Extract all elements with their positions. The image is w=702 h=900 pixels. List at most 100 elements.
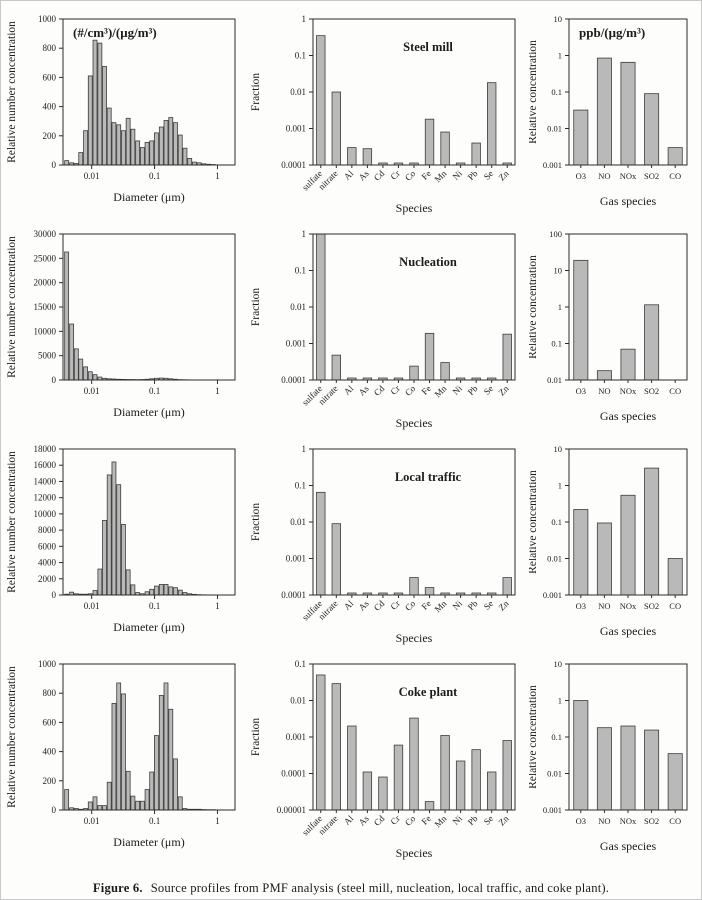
plot-title: Local traffic	[395, 470, 462, 484]
x-tick-label: Cd	[372, 383, 387, 398]
bar	[596, 522, 612, 596]
y-tick-label: 10000	[34, 326, 57, 336]
bar	[106, 474, 112, 596]
plot-frame	[62, 448, 236, 596]
bar	[455, 760, 466, 811]
x-tick-label: CO	[669, 386, 681, 396]
bar	[158, 584, 164, 596]
x-tick-label: Zn	[497, 168, 511, 182]
bar	[83, 130, 88, 166]
y-tick-label: 800	[43, 43, 57, 53]
y-tick-label: 0.01	[547, 769, 562, 779]
y-tick-label: 0.01	[547, 124, 562, 134]
bar	[64, 160, 70, 166]
bar	[316, 233, 326, 381]
x-tick-label: Fe	[420, 813, 433, 826]
x-tick-label: 0.01	[84, 816, 100, 826]
bar	[331, 354, 341, 381]
bar	[362, 771, 373, 811]
y-axis-label: Relative number concentration	[6, 666, 18, 808]
x-tick-label: NO	[598, 816, 610, 826]
bar	[502, 740, 512, 811]
y-tick-label: 0.0001	[281, 769, 306, 779]
x-tick-label: NO	[598, 601, 610, 611]
y-tick-label: 600	[43, 717, 57, 727]
x-tick-label: 1	[215, 386, 220, 396]
x-tick-label: NOx	[620, 386, 637, 396]
bar	[135, 140, 141, 166]
y-tick-label: 10	[554, 659, 563, 669]
plot-title: Coke plant	[399, 685, 459, 699]
bar	[69, 323, 75, 381]
bar	[130, 795, 136, 811]
x-tick-label: NO	[598, 386, 610, 396]
x-tick-label: Ni	[451, 598, 465, 612]
y-tick-label: 0.01	[547, 554, 562, 564]
x-tick-label: Pb	[466, 598, 480, 612]
x-tick-label: 0.1	[149, 171, 160, 181]
x-tick-label: SO2	[644, 816, 659, 826]
bar	[596, 370, 612, 381]
y-tick-label: 16000	[34, 460, 57, 470]
x-tick-label: Co	[403, 813, 418, 828]
x-tick-label: Pb	[466, 813, 480, 827]
x-tick-label: Mn	[433, 168, 449, 184]
y-tick-label: 0.1	[295, 481, 306, 491]
y-tick-label: 0.01	[290, 696, 306, 706]
bar	[121, 524, 126, 596]
y-tick-label: 0.001	[286, 732, 306, 742]
y-tick-label: 400	[43, 747, 57, 757]
x-axis-label: Gas species	[600, 839, 657, 853]
bar	[97, 568, 103, 596]
bar	[102, 66, 107, 166]
x-axis-label: Gas species	[600, 409, 657, 423]
bar	[78, 152, 84, 166]
bar	[173, 122, 178, 166]
bar	[83, 366, 88, 381]
x-tick-label: Cr	[388, 383, 401, 396]
y-tick-label: 0.001	[286, 124, 306, 134]
x-tick-label: 0.01	[84, 601, 100, 611]
plot-title: ppb/(μg/m³)	[579, 25, 645, 40]
y-tick-label: 0.0001	[281, 375, 306, 385]
x-axis-label: Species	[396, 846, 433, 860]
figure-caption-text: Source profiles from PMF analysis (steel…	[150, 881, 610, 895]
size-distribution-chart-steel-mill: 0 200 400 600 800 1000 0.01 0.1 1 Diameter (μm) Re…	[6, 14, 236, 204]
bar	[620, 348, 636, 381]
cell-local-traffic-size: 0 2000 4000 6000 8000 10000 12000 14000 16000 180…	[1, 435, 247, 650]
y-axis-label: Fraction	[250, 288, 262, 327]
x-axis-label: Gas species	[600, 624, 657, 638]
bar	[409, 717, 419, 811]
x-tick-label: 0.1	[149, 816, 160, 826]
y-tick-label: 1	[558, 302, 562, 312]
plot-frame	[62, 663, 236, 811]
size-distribution-chart-nucleation: 0 5000 10000 15000 20000 25000 30000 0.01 0.1 1 Di…	[6, 229, 236, 419]
x-tick-label: Pb	[466, 383, 480, 397]
bar	[92, 796, 98, 811]
x-axis-label: Diameter (μm)	[113, 405, 184, 419]
bar	[87, 75, 93, 166]
bar	[440, 362, 450, 381]
plot-frame	[62, 18, 236, 166]
y-axis-label: Relative concentration	[529, 40, 539, 144]
x-tick-label: NOx	[620, 171, 637, 181]
x-tick-label: SO2	[644, 171, 659, 181]
bar	[573, 109, 589, 166]
x-tick-label: O3	[576, 601, 586, 611]
bar	[135, 800, 141, 811]
bar	[78, 358, 84, 381]
x-tick-label: Co	[403, 168, 418, 183]
bar	[667, 558, 683, 596]
x-tick-label: Mn	[433, 813, 449, 829]
bar	[378, 776, 388, 811]
bar	[620, 61, 636, 166]
x-tick-label: Al	[342, 383, 356, 397]
x-tick-label: Fe	[420, 598, 433, 611]
bar	[149, 771, 155, 811]
x-tick-label: Zn	[497, 383, 511, 397]
plot-title: (#/cm³)/(μg/m³)	[73, 25, 157, 40]
size-distribution-chart-coke-plant: 0 200 400 600 800 1000 0.01 0.1 1 Diameter (μm) Re…	[6, 659, 236, 849]
bar	[97, 805, 103, 811]
